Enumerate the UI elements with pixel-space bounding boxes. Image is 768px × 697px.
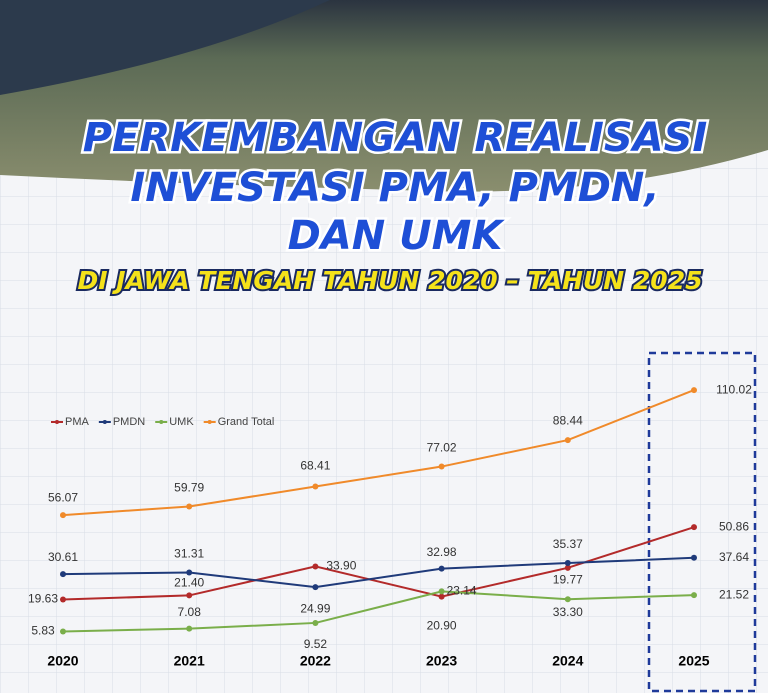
x-tick-label: 2021 [174, 653, 205, 669]
data-point [186, 592, 193, 599]
data-label: 56.07 [48, 490, 78, 504]
title-line: INVESTASI PMA, PMDN, [130, 165, 659, 211]
data-label: 24.99 [300, 601, 330, 615]
legend-marker [207, 420, 212, 424]
data-label: 59.79 [174, 481, 204, 495]
title-line: DAN UMK [288, 213, 506, 259]
series-line [62, 389, 695, 517]
data-point [691, 554, 697, 561]
x-tick-label: 2022 [300, 653, 331, 669]
highlight-box [647, 351, 757, 693]
data-point [312, 619, 319, 626]
data-label: 5.83 [31, 624, 55, 638]
series-line [62, 556, 695, 589]
data-label: 31.31 [174, 547, 204, 561]
data-label: 110.02 [716, 382, 752, 396]
data-label: 7.08 [178, 605, 202, 619]
sea [0, 0, 330, 95]
data-point [60, 596, 66, 603]
data-label: 21.52 [719, 587, 749, 601]
legend-marker [55, 420, 59, 424]
data-point [312, 483, 319, 490]
series-line [62, 526, 695, 601]
data-label: 35.37 [553, 537, 583, 551]
subtitle: DI JAWA TENGAH TAHUN 2020 – TAHUN 2025 [77, 266, 702, 295]
data-label: 32.98 [427, 545, 457, 559]
data-label: 20.90 [427, 619, 457, 633]
data-label: 37.64 [719, 550, 749, 564]
series-line [62, 590, 695, 633]
data-label: 23.14 [447, 584, 477, 598]
data-point [186, 625, 193, 632]
data-label: 68.41 [300, 459, 330, 473]
legend-label: Grand Total [218, 416, 275, 428]
data-point [438, 565, 445, 572]
data-label: 19.63 [28, 592, 58, 606]
data-point [564, 560, 571, 567]
data-label: 21.40 [174, 576, 204, 590]
data-point [438, 463, 445, 470]
data-point [691, 387, 697, 394]
data-point [564, 564, 571, 571]
legend-label: PMDN [113, 416, 145, 428]
data-point [186, 503, 193, 510]
x-tick-label: 2024 [552, 653, 583, 669]
legend-marker [102, 420, 107, 424]
data-label: 33.90 [326, 559, 356, 573]
data-label: 30.61 [48, 550, 78, 564]
data-point [60, 628, 66, 635]
data-label: 77.02 [427, 441, 457, 455]
data-point [564, 596, 571, 603]
x-tick-label: 2025 [678, 653, 709, 669]
data-point [312, 563, 319, 570]
data-point [60, 512, 66, 519]
x-tick-label: 2023 [426, 653, 457, 669]
data-point [691, 524, 697, 531]
x-tick-label: 2020 [47, 653, 78, 669]
data-point [186, 569, 193, 576]
data-label: 33.30 [553, 605, 583, 619]
data-label: 50.86 [719, 519, 749, 533]
data-label: 19.77 [553, 572, 583, 586]
data-label: 88.44 [553, 413, 583, 427]
legend-marker [159, 420, 164, 424]
data-point [564, 437, 571, 444]
data-point [691, 592, 697, 599]
data-point [438, 593, 445, 600]
data-label: 9.52 [304, 637, 328, 651]
legend-label: UMK [169, 416, 194, 428]
data-point [60, 571, 66, 578]
data-point [438, 588, 445, 595]
data-point [312, 584, 319, 591]
legend-label: PMA [65, 416, 90, 428]
title-line: PERKEMBANGAN REALISASI [83, 115, 708, 161]
